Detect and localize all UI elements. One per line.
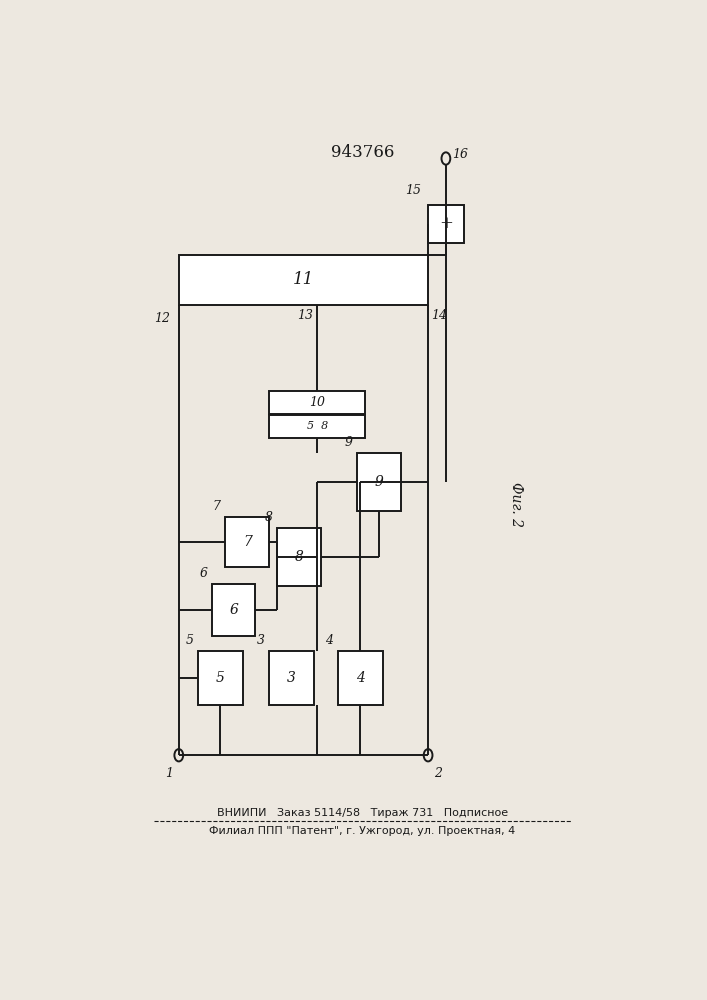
Text: 10: 10 (309, 396, 325, 409)
Bar (338, 651, 382, 705)
Text: 15: 15 (406, 184, 421, 197)
Bar (211, 584, 255, 636)
Text: 6: 6 (199, 567, 207, 580)
Text: ВНИИПИ   Заказ 5114/58   Тираж 731   Подписное: ВНИИПИ Заказ 5114/58 Тираж 731 Подписное (217, 808, 508, 818)
Text: Фиг. 2: Фиг. 2 (509, 483, 522, 528)
Bar (269, 651, 314, 705)
Bar (179, 255, 428, 305)
Text: 3: 3 (257, 634, 265, 647)
Bar (269, 415, 365, 438)
Bar (357, 453, 401, 511)
Text: 12: 12 (155, 312, 170, 326)
Text: 2: 2 (434, 767, 442, 780)
Text: 1: 1 (165, 767, 173, 780)
Text: 6: 6 (229, 603, 238, 617)
Text: 5: 5 (216, 671, 225, 685)
Text: 5: 5 (185, 634, 194, 647)
Text: 943766: 943766 (331, 144, 394, 161)
Text: 4: 4 (356, 671, 365, 685)
Bar (269, 391, 365, 414)
Bar (226, 517, 269, 567)
Bar (277, 528, 321, 586)
Text: 8: 8 (265, 511, 273, 524)
Text: 5  8: 5 8 (307, 421, 328, 431)
Text: Филиал ППП "Патент", г. Ужгород, ул. Проектная, 4: Филиал ППП "Патент", г. Ужгород, ул. Про… (209, 826, 515, 836)
Text: 13: 13 (297, 309, 312, 322)
Text: +: + (439, 215, 453, 232)
Text: 7: 7 (243, 535, 252, 549)
Text: 9: 9 (374, 475, 383, 489)
Text: 14: 14 (431, 309, 448, 322)
Text: 16: 16 (452, 148, 469, 161)
Text: 7: 7 (213, 500, 221, 513)
Text: 3: 3 (287, 671, 296, 685)
Text: 4: 4 (325, 634, 333, 647)
Bar (428, 205, 464, 243)
Text: 9: 9 (344, 436, 353, 449)
Text: 8: 8 (295, 550, 304, 564)
Text: 11: 11 (293, 271, 314, 288)
Bar (198, 651, 243, 705)
